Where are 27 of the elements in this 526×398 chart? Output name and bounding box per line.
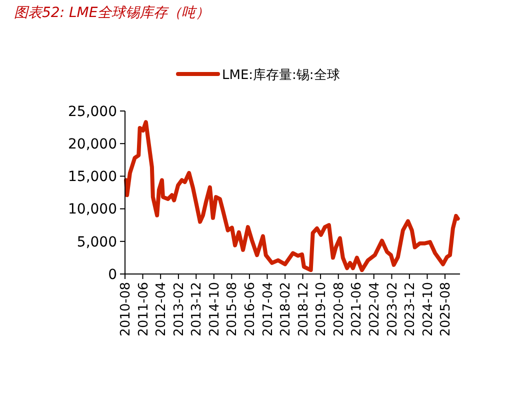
x-tick-label: 2018-12 (296, 282, 312, 336)
x-tick-label: 2019-10 (314, 282, 330, 336)
y-tick-label: 15,000 (68, 169, 117, 186)
x-tick-label: 2013-02 (172, 282, 187, 336)
y-tick-label: 5,000 (76, 234, 117, 250)
x-tick-label: 2015-08 (225, 282, 240, 336)
legend-label: LME:库存量:锡:全球 (222, 68, 340, 83)
chart-title: 图表52: LME全球锡库存（吨） (14, 5, 210, 21)
y-tick-label: 20,000 (68, 136, 117, 152)
x-tick-label: 2023-12 (402, 282, 418, 336)
x-tick-label: 2016-06 (243, 282, 258, 336)
x-tick-label: 2024-10 (420, 282, 436, 336)
x-tick-label: 2020-08 (332, 282, 347, 336)
x-tick-label: 2021-06 (350, 282, 365, 336)
x-tick-label: 2010-08 (118, 282, 134, 336)
y-tick-label: 10,000 (68, 202, 117, 218)
x-tick-label: 2012-04 (154, 282, 170, 336)
x-tick-label: 2018-02 (278, 282, 294, 336)
x-tick-label: 2017-04 (260, 282, 276, 336)
x-tick-label: 2014-10 (207, 282, 222, 336)
y-tick-label: 0 (108, 266, 117, 283)
x-tick-label: 2025-08 (438, 282, 454, 336)
x-tick-label: 2013-12 (190, 282, 205, 336)
x-tick-label: 2011-06 (136, 282, 152, 336)
x-tick-label: 2022-04 (367, 282, 382, 336)
x-tick-label: 2023-02 (385, 282, 400, 336)
y-tick-label: 25,000 (68, 104, 117, 120)
